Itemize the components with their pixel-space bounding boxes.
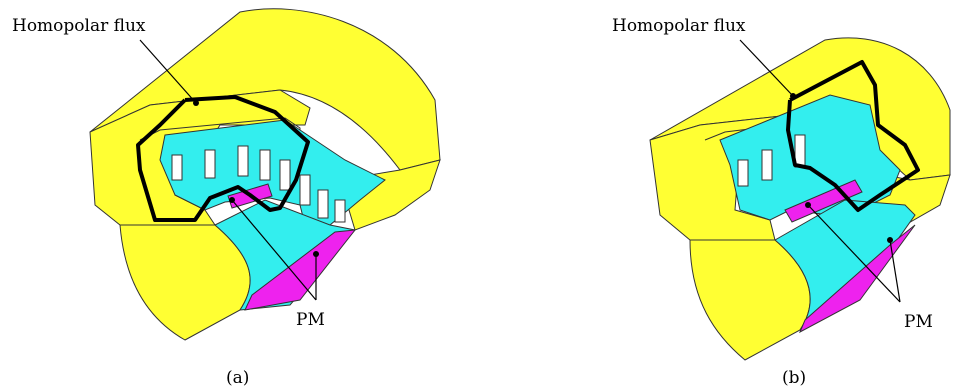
rotor-end-b	[689, 239, 811, 361]
flux-leader-dot-a	[193, 100, 199, 106]
flux-leader-a	[139, 39, 197, 104]
flux-label-b: Homopolar flux	[612, 16, 746, 36]
tooth-slot-3-a	[237, 145, 249, 177]
tooth-slot-1-b	[737, 159, 749, 187]
magnet-lower-b	[799, 224, 916, 334]
homopolar-flux-path-b	[786, 60, 920, 212]
tooth-slot-5-a	[279, 159, 291, 191]
rotor-core-b	[774, 199, 916, 331]
caption-b: (b)	[782, 368, 806, 388]
flux-label-a: Homopolar flux	[12, 16, 146, 36]
pm-leader-dot-1-a	[229, 197, 235, 203]
rotor-end-a	[119, 224, 251, 341]
pm-leader-1-b	[807, 204, 901, 303]
pm-leader-1-a	[231, 199, 317, 301]
tooth-slot-7-a	[317, 189, 329, 219]
pm-leader-dot-1-b	[805, 202, 811, 208]
flux-leader-b	[739, 39, 794, 97]
flux-leader-dot-b	[790, 93, 796, 99]
tooth-slot-1-a	[171, 154, 183, 181]
pm-leader-2-b	[889, 239, 901, 303]
caption-a: (a)	[226, 368, 249, 388]
tooth-slot-2-a	[204, 149, 216, 179]
pm-leader-dot-2-a	[313, 251, 319, 257]
homopolar-flux-path-a	[136, 95, 310, 222]
panel-b: Homopolar flux PM (b)	[612, 16, 951, 388]
tooth-slot-6-a	[299, 174, 311, 206]
tooth-slot-2-b	[761, 149, 773, 181]
pm-label-b: PM	[904, 312, 933, 332]
pm-leader-dot-2-b	[887, 237, 893, 243]
tooth-slot-8-a	[334, 199, 346, 223]
panel-a: Homopolar flux PM (a)	[12, 8, 441, 388]
pm-label-a: PM	[296, 310, 325, 330]
magnet-lower-a	[244, 229, 357, 311]
stator-yoke-a	[89, 8, 441, 171]
tooth-slot-3-b	[794, 134, 806, 168]
tooth-slot-4-a	[259, 149, 271, 181]
